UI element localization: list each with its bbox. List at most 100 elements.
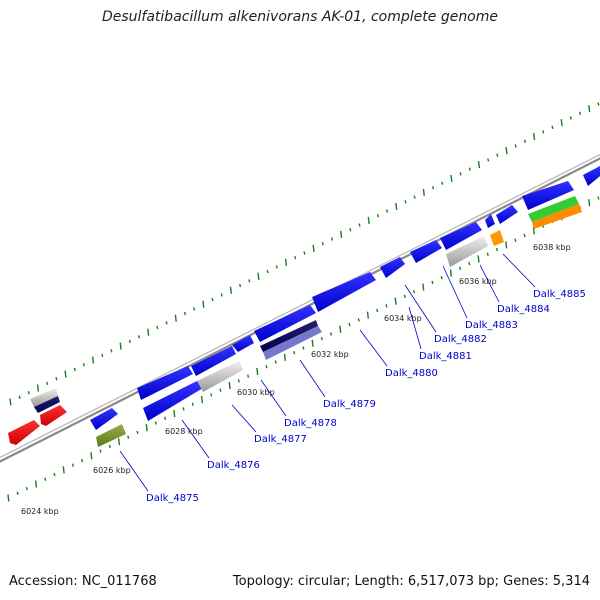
gc-tick-mark [376,214,379,218]
gc-tick-mark [403,294,406,299]
gc-tick-mark [477,160,481,169]
pseudo-feature[interactable] [197,361,243,392]
cds-feature[interactable] [485,214,495,228]
cds-feature[interactable] [143,381,203,421]
coordinate-tick-label: 6030 kbp [237,388,275,397]
gc-tick-mark [422,283,425,291]
gene-leader-line [479,264,500,303]
gene-leader-line [231,404,257,433]
gc-tick-mark [422,188,425,197]
gene-leader-line [404,284,437,333]
cds-feature[interactable] [191,346,236,376]
gc-tick-mark [514,238,517,242]
gc-tick-mark [174,314,177,322]
gc-tick-mark [44,477,47,481]
gc-tick-mark [367,216,370,224]
grey-feature[interactable] [30,388,58,407]
gc-tick-mark [284,258,288,266]
feature-track [8,166,600,447]
gc-tick-mark [119,342,122,350]
orange-feature[interactable] [532,204,582,229]
gene-label[interactable]: Dalk_4885 [533,289,586,300]
gc-tick-mark [202,300,205,308]
gene-label[interactable]: Dalk_4881 [419,351,472,362]
cds-feature[interactable] [254,305,316,342]
gc-tick-mark [91,356,95,364]
gc-tick-mark [431,186,435,190]
gene-leader-line [502,253,536,288]
cds-feature[interactable] [312,272,376,312]
gene-leader-line [181,419,210,459]
gc-tick-mark [117,438,121,446]
gene-label[interactable]: Dalk_4883 [465,320,518,331]
gc-tick-mark [53,472,56,477]
coordinate-tick-label: 6028 kbp [165,427,203,436]
gc-tick-mark [496,153,499,157]
gene-label[interactable]: Dalk_4882 [434,334,487,345]
gene-label[interactable]: Dalk_4875 [146,493,199,504]
gc-tick-mark [9,398,12,406]
gc-tick-mark [16,491,19,495]
lavender-feature[interactable] [263,326,322,360]
gc-tick-mark [468,167,471,171]
rrna-feature[interactable] [40,405,67,426]
gc-tick-mark [505,146,508,155]
gc-tick-mark [514,144,517,148]
gc-tick-mark [220,293,223,297]
cds-feature[interactable] [583,166,600,186]
gc-tick-mark [340,230,343,238]
gc-tick-mark [440,276,443,280]
orange-feature[interactable] [490,230,504,246]
gene-label[interactable]: Dalk_4878 [284,418,337,429]
gc-tick-mark [487,158,490,162]
gene-leader-line [442,265,468,319]
gc-tick-mark [321,242,324,246]
cds-feature[interactable] [232,335,254,352]
gc-tick-mark [62,466,65,474]
lime-feature[interactable] [528,196,579,222]
gc-tick-mark [597,102,600,106]
gc-tick-mark [55,377,58,381]
gc-tick-mark [127,435,130,439]
gc-tick-mark [450,174,453,183]
cds-feature[interactable] [90,408,118,430]
gene-label[interactable]: Dalk_4876 [207,460,260,471]
gc-tick-mark [523,233,526,238]
cds-feature[interactable] [380,257,405,278]
gene-label[interactable]: Dalk_4877 [254,434,307,445]
gc-tick-mark [495,247,499,252]
cds-feature[interactable] [440,222,482,250]
trna-feature[interactable] [96,424,126,447]
gc-tick-mark [82,363,85,367]
cds-feature[interactable] [410,240,442,263]
gc-tick-mark [569,116,572,120]
gc-tick-mark [311,339,314,347]
pseudo-feature[interactable] [446,236,488,267]
gc-tick-mark [330,237,334,241]
gene-label[interactable]: Dalk_4884 [497,304,550,315]
gc-tick-mark [257,272,260,280]
coordinate-tick-label: 6036 kbp [459,277,497,286]
accession-text: Accession: NC_011768 [9,574,157,589]
gene-leader-line [119,450,149,492]
gene-label[interactable]: Dalk_4880 [385,368,438,379]
cds-feature[interactable] [496,205,518,224]
gc-tick-mark [385,304,388,308]
gc-tick-mark [193,307,196,311]
cds-feature[interactable] [137,366,193,400]
gc-tick-mark [477,255,480,263]
gc-tick-mark [302,346,305,350]
gc-tick-mark [376,308,379,313]
gc-tick-mark [395,202,398,211]
navy-feature[interactable] [260,320,318,352]
gc-tick-mark [210,393,213,397]
gc-tick-mark [303,251,306,255]
cds-feature[interactable] [522,181,574,210]
gc-tick-mark [459,172,462,176]
gc-tick-mark [256,367,259,376]
rrna-feature[interactable] [8,420,40,445]
gc-tick-mark [459,266,462,270]
gene-label[interactable]: Dalk_4879 [323,399,376,410]
navy-feature[interactable] [34,396,60,413]
